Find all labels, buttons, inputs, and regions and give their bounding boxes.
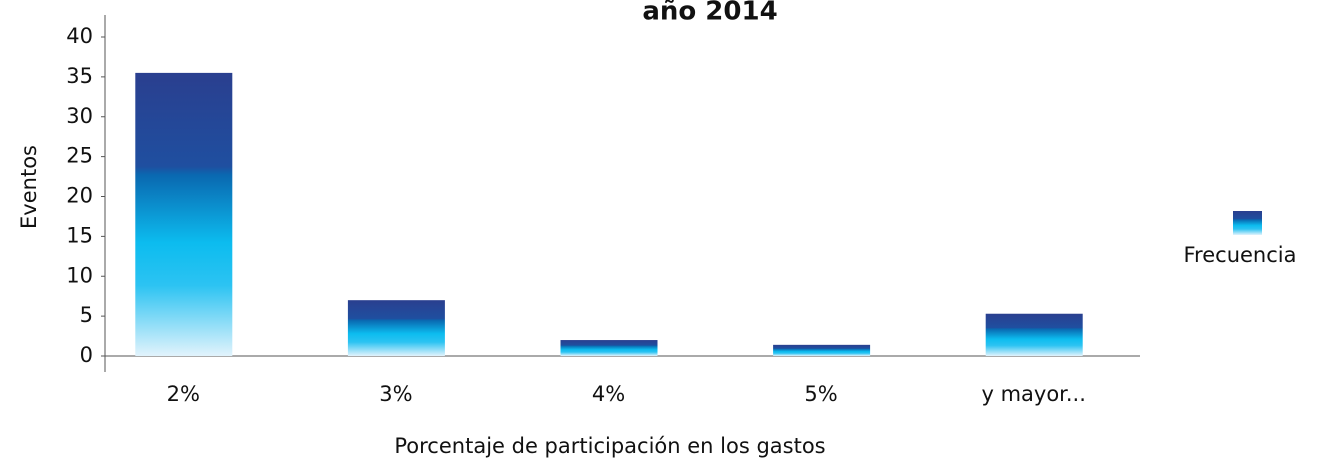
x-tick-label: 2% <box>167 382 200 406</box>
y-tick-label: 0 <box>80 343 93 367</box>
y-tick-label: 30 <box>66 104 93 128</box>
x-tick-label: 3% <box>379 382 412 406</box>
bar <box>773 344 871 356</box>
x-tick-label: y mayor... <box>981 382 1085 406</box>
y-tick-label: 10 <box>66 263 93 287</box>
y-tick-label: 5 <box>80 303 93 327</box>
x-axis-label: Porcentaje de participación en los gasto… <box>394 434 825 458</box>
y-tick-label: 15 <box>66 223 93 247</box>
bar <box>985 313 1083 356</box>
chart-title: año 2014 <box>642 0 777 27</box>
y-tick-label: 25 <box>66 144 93 168</box>
bar <box>560 340 658 356</box>
x-tick-label: 5% <box>804 382 837 406</box>
bar <box>347 300 445 356</box>
y-tick-label: 20 <box>66 184 93 208</box>
y-tick-label: 40 <box>66 24 93 48</box>
legend-swatch <box>1233 211 1262 235</box>
y-tick-label: 35 <box>66 64 93 88</box>
legend-label: Frecuencia <box>1184 243 1297 267</box>
x-tick-label: 4% <box>592 382 625 406</box>
bar <box>135 72 233 356</box>
y-axis-label: Eventos <box>17 145 41 229</box>
